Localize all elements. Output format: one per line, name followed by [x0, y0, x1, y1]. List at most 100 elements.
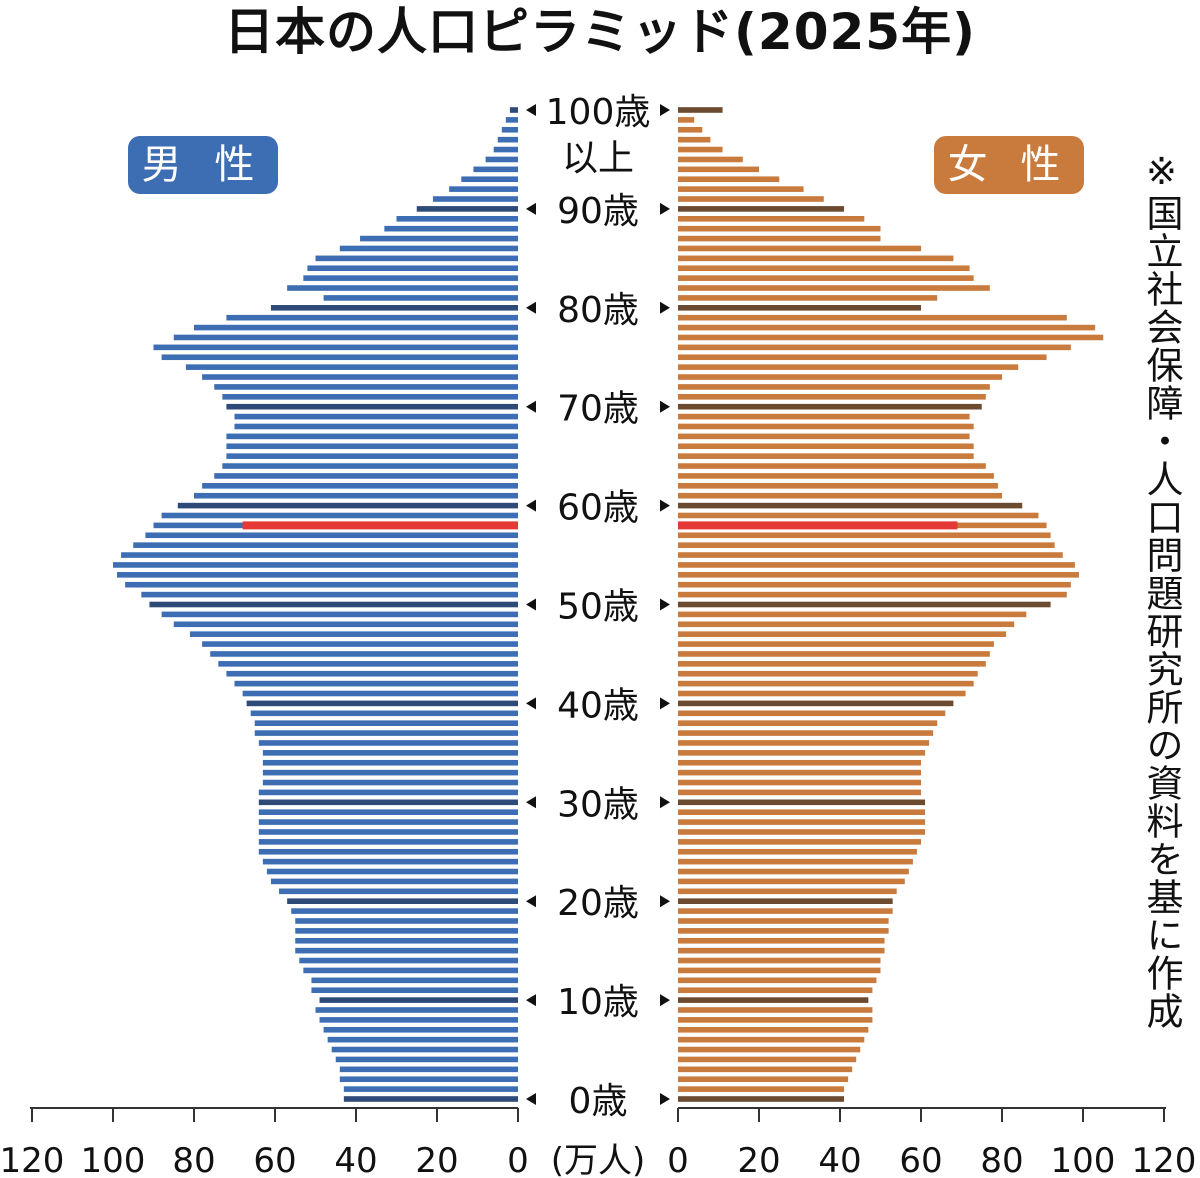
female-tick-label: 20: [737, 1141, 780, 1178]
male-bars: [113, 107, 519, 1102]
female-bar-age-65: [678, 453, 974, 459]
female-bar-age-14: [678, 957, 881, 964]
female-bar-age-63: [678, 473, 994, 479]
female-bar-age-36: [678, 740, 930, 746]
female-bar-age-0: [678, 1096, 845, 1102]
male-bar-age-38: [254, 720, 518, 726]
female-bar-age-24: [678, 858, 913, 865]
male-bar-age-77: [173, 334, 518, 341]
male-bar-age-34: [262, 759, 518, 766]
left-arrow-icon: [526, 598, 536, 611]
female-bar-age-34: [678, 759, 921, 766]
female-bar-age-80: [678, 305, 921, 311]
male-bar-age-10: [319, 997, 518, 1003]
male-bar-age-99: [505, 117, 518, 123]
male-bar-age-95: [485, 156, 518, 163]
female-bar-age-52: [678, 581, 1071, 588]
female-bar-age-56: [678, 542, 1055, 548]
male-bar-age-36: [258, 740, 518, 746]
male-bar-age-33: [262, 769, 518, 776]
female-bar-age-95: [678, 156, 743, 163]
male-bar-age-47: [189, 631, 518, 637]
age-label: 10歳: [557, 982, 639, 1023]
female-bar-age-23: [678, 868, 909, 875]
x-axes: 0 0 20 20 40 40 60 60 80 80 100 100 120 120 (万人): [0, 1107, 1196, 1178]
female-bar-age-28: [678, 819, 926, 825]
female-bar-age-79: [678, 314, 1067, 321]
female-bar-age-17: [678, 928, 889, 934]
female-bar-age-67: [678, 433, 970, 440]
unit-label: (万人): [551, 1141, 646, 1178]
male-bar-age-50: [149, 601, 518, 608]
female-bar-age-44: [678, 661, 986, 667]
female-bar-age-48: [678, 621, 1015, 628]
female-bar-age-40: [678, 700, 954, 707]
female-bar-age-93: [678, 176, 780, 183]
age-label: 20歳: [557, 883, 639, 924]
left-arrow-icon: [526, 895, 536, 908]
female-tick-label: 100: [1051, 1141, 1116, 1178]
female-bar-age-2: [678, 1076, 849, 1083]
left-arrow-icon: [526, 697, 536, 710]
male-bar-age-72: [214, 384, 518, 390]
female-bar-age-74: [678, 364, 1019, 370]
female-bar-age-49: [678, 611, 1027, 618]
female-bar-age-91: [678, 196, 824, 202]
right-arrow-icon: [660, 499, 670, 512]
male-bar-age-66: [226, 443, 518, 450]
male-bar-age-24: [262, 858, 518, 865]
female-bar-age-33: [678, 769, 921, 776]
male-bar-age-68: [234, 423, 518, 430]
female-bar-age-46: [678, 641, 994, 647]
female-bar-age-86: [678, 245, 921, 252]
female-bar-age-85: [678, 255, 954, 262]
female-bars: [678, 107, 1104, 1102]
male-bar-age-13: [303, 967, 518, 974]
right-arrow-icon: [660, 400, 670, 413]
male-bar-age-75: [161, 354, 518, 361]
male-bar-age-56: [133, 542, 518, 548]
female-bar-age-75: [678, 354, 1047, 361]
female-bar-age-41: [678, 690, 966, 697]
male-bar-age-93: [461, 176, 518, 183]
female-bar-age-69: [678, 413, 970, 420]
right-arrow-icon: [660, 1093, 670, 1105]
male-tick-label: 100: [81, 1141, 146, 1178]
male-bar-age-39: [250, 710, 518, 717]
male-bar-age-11: [311, 987, 518, 994]
male-bar-age-18: [295, 918, 518, 924]
male-tick-label: 80: [172, 1141, 215, 1178]
male-highlight-line: [242, 521, 518, 530]
male-bar-age-69: [234, 413, 518, 420]
male-bar-age-55: [121, 552, 518, 558]
female-bar-age-81: [678, 295, 938, 301]
male-tick-label: 20: [415, 1141, 458, 1178]
right-arrow-icon: [660, 202, 670, 215]
female-bar-age-97: [678, 136, 711, 143]
male-bar-age-40: [246, 700, 518, 707]
male-tick-label: 120: [0, 1141, 64, 1178]
male-bar-age-53: [117, 572, 519, 578]
female-bar-age-61: [678, 492, 1002, 499]
male-bar-age-5: [331, 1046, 518, 1053]
female-bar-age-89: [678, 215, 865, 222]
male-bar-age-27: [258, 829, 518, 835]
male-bar-age-54: [113, 562, 518, 568]
male-bar-age-98: [501, 126, 518, 133]
male-bar-age-62: [202, 483, 518, 489]
male-bar-age-81: [323, 295, 518, 301]
male-bar-age-12: [311, 977, 518, 984]
male-bar-age-85: [315, 255, 518, 262]
male-bar-age-91: [432, 196, 518, 202]
age-label: 60歳: [557, 488, 639, 529]
male-bar-age-92: [449, 186, 518, 192]
male-bar-age-20: [287, 898, 518, 904]
female-label-badge: 女 性: [934, 136, 1084, 194]
female-bar-age-62: [678, 483, 998, 489]
female-bar-age-12: [678, 977, 877, 984]
male-tick-label: 0: [507, 1141, 529, 1178]
male-tick-label: 40: [334, 1141, 377, 1178]
age-label: 50歳: [557, 587, 639, 628]
male-bar-age-84: [307, 265, 518, 272]
